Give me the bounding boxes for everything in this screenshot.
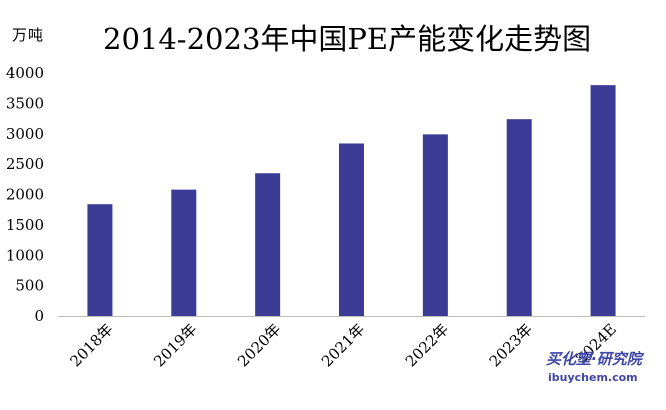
x-tick-label: 2023年: [486, 320, 536, 370]
y-tick-label: 3000: [6, 125, 44, 143]
bar-2020年: [255, 173, 281, 316]
y-tick-label: 500: [15, 277, 44, 295]
watermark-url-text: ibuychem.com: [548, 371, 638, 384]
y-tick-label: 3500: [6, 94, 44, 112]
y-tick-label: 4000: [6, 64, 44, 82]
bar-2019年: [171, 189, 197, 316]
bar-2022年: [422, 134, 448, 316]
bar-2021年: [339, 143, 364, 316]
x-axis-ticks: 2018年 2019年 2020年 2021年 2022年 2023年 2024E: [66, 320, 619, 370]
x-tick-label: 2018年: [66, 320, 116, 370]
x-tick-label: 2019年: [150, 320, 200, 370]
x-tick-label: 2022年: [402, 320, 452, 370]
y-axis-ticks: 0 500 1000 1500 2000 2500 3000 3500 4000: [6, 64, 44, 325]
watermark-main-text: 买化塑·研究院: [546, 350, 642, 368]
bar-2023年: [506, 119, 532, 316]
y-tick-label: 1500: [6, 216, 44, 234]
bar-2018年: [87, 204, 113, 316]
chart-title: 2014-2023年中国PE产能变化走势图: [103, 22, 592, 56]
y-tick-label: 0: [34, 307, 44, 325]
watermark-logo: 买化塑·研究院 ibuychem.com: [546, 348, 656, 384]
y-tick-label: 2500: [6, 155, 44, 173]
x-tick-label: 2021年: [318, 320, 368, 370]
bar-2024E: [590, 85, 616, 317]
y-axis-unit-label: 万吨: [12, 26, 45, 44]
y-tick-label: 2000: [6, 186, 44, 204]
x-tick-label: 2020年: [234, 320, 284, 370]
bar-series: [87, 85, 616, 317]
y-tick-label: 1000: [6, 246, 44, 264]
